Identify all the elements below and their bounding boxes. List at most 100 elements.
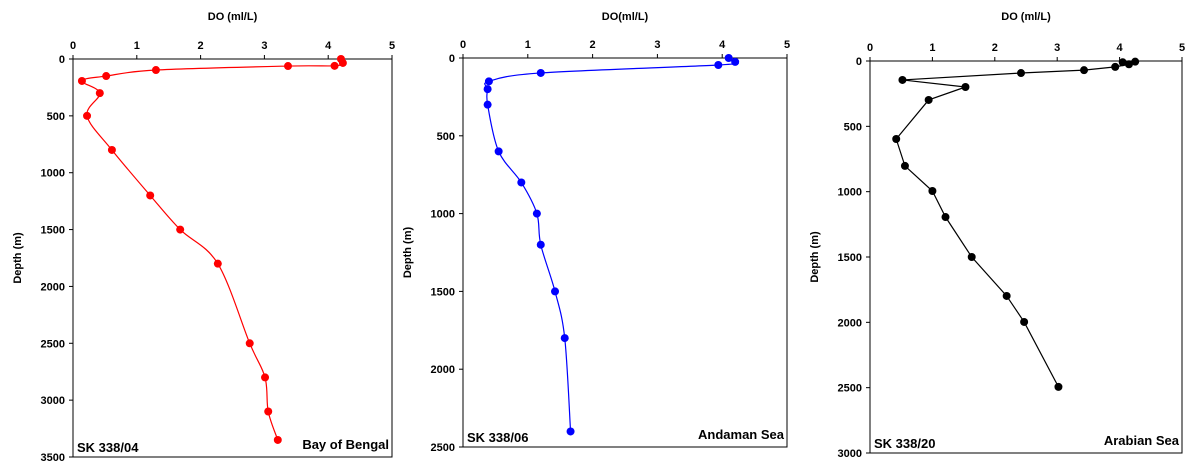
station-label: SK 338/06 — [467, 430, 528, 445]
y-tick-label: 3500 — [41, 452, 65, 463]
y-tick-label: 2500 — [41, 338, 65, 350]
data-point — [483, 100, 492, 109]
x-tick-label: 3 — [654, 39, 660, 51]
data-point — [483, 85, 492, 94]
y-tick-label: 1500 — [838, 252, 862, 264]
data-line — [484, 57, 739, 432]
y-tick-label: 2500 — [431, 442, 455, 454]
data-point — [892, 135, 901, 144]
data-point — [731, 57, 740, 66]
station-label: SK 338/04 — [77, 440, 139, 455]
data-point — [1002, 291, 1011, 300]
data-point — [1118, 58, 1127, 67]
y-tick-label: 1000 — [41, 168, 65, 180]
y-axis-title: Depth (m) — [809, 231, 821, 283]
data-point — [102, 72, 111, 81]
data-line — [81, 58, 344, 441]
x-tick-label: 2 — [992, 42, 998, 54]
data-point — [95, 89, 104, 98]
x-tick-label: 1 — [929, 42, 935, 54]
data-point — [330, 61, 339, 70]
y-tick-label: 1000 — [838, 187, 862, 199]
plot-frame — [869, 60, 1183, 454]
data-point — [961, 83, 970, 92]
x-axis-title: DO (ml/L) — [208, 11, 258, 23]
data-point — [1020, 317, 1029, 326]
data-point — [941, 213, 950, 222]
x-tick-label: 0 — [867, 42, 873, 54]
data-point — [1111, 62, 1120, 71]
x-tick-label: 2 — [590, 39, 596, 51]
y-tick-label: 1500 — [431, 286, 455, 298]
data-point — [1080, 66, 1089, 75]
data-point — [532, 209, 541, 218]
data-point — [146, 191, 155, 200]
x-tick-label: 3 — [261, 40, 267, 52]
data-point — [494, 147, 503, 156]
y-tick-label: 500 — [844, 121, 862, 133]
x-tick-label: 4 — [719, 39, 726, 51]
y-tick-label: 500 — [47, 111, 65, 123]
data-point — [1131, 57, 1140, 66]
x-tick-label: 0 — [70, 40, 76, 52]
y-tick-label: 3000 — [838, 448, 862, 460]
y-axis-title: Depth (m) — [402, 227, 414, 279]
data-point — [107, 145, 116, 154]
data-point — [245, 339, 254, 348]
data-point — [967, 253, 976, 261]
x-tick-label: 4 — [1117, 42, 1124, 54]
data-point — [714, 61, 723, 70]
y-tick-label: 2000 — [431, 364, 455, 376]
y-tick-label: 500 — [437, 131, 455, 143]
data-point — [517, 178, 526, 187]
data-point — [900, 161, 909, 170]
data-point — [924, 95, 933, 104]
x-axis-title: DO(ml/L) — [602, 11, 649, 23]
data-point — [284, 62, 293, 71]
data-point — [566, 427, 575, 436]
y-tick-label: 2000 — [41, 281, 65, 293]
data-point — [1054, 382, 1063, 391]
data-point — [560, 334, 569, 343]
data-point — [724, 54, 733, 62]
x-tick-label: 1 — [134, 40, 140, 52]
x-axis-title: DO (ml/L) — [1001, 11, 1051, 23]
y-tick-label: 1500 — [41, 225, 65, 237]
data-point — [898, 75, 907, 84]
region-label: Bay of Bengal — [302, 437, 389, 452]
region-label: Arabian Sea — [1104, 433, 1180, 448]
x-tick-label: 4 — [325, 40, 332, 52]
y-tick-label: 1000 — [431, 209, 455, 221]
x-tick-label: 1 — [525, 39, 531, 51]
data-point — [551, 287, 560, 296]
x-tick-label: 0 — [460, 39, 466, 51]
data-point — [484, 77, 493, 86]
y-tick-label: 0 — [856, 56, 862, 68]
data-point — [261, 373, 270, 382]
data-point — [273, 435, 282, 444]
plot-frame — [462, 57, 788, 448]
plot-frame — [72, 58, 393, 458]
region-label: Andaman Sea — [698, 427, 785, 442]
data-point — [1124, 60, 1133, 69]
data-line — [895, 61, 1136, 388]
data-point — [1017, 69, 1026, 78]
y-tick-label: 2500 — [838, 383, 862, 395]
y-axis-title: Depth (m) — [12, 232, 24, 284]
y-tick-label: 0 — [59, 54, 65, 66]
data-point — [264, 407, 273, 416]
data-point — [83, 111, 92, 120]
data-point — [77, 76, 86, 85]
data-point — [151, 66, 160, 75]
x-tick-label: 3 — [1054, 42, 1060, 54]
data-point — [176, 225, 185, 234]
x-tick-label: 2 — [198, 40, 204, 52]
station-label: SK 338/20 — [874, 436, 935, 451]
y-tick-label: 0 — [449, 53, 455, 65]
data-point — [536, 240, 545, 249]
x-tick-label: 5 — [389, 40, 395, 52]
data-point — [928, 187, 937, 196]
x-tick-label: 5 — [784, 39, 790, 51]
data-point — [338, 58, 347, 67]
